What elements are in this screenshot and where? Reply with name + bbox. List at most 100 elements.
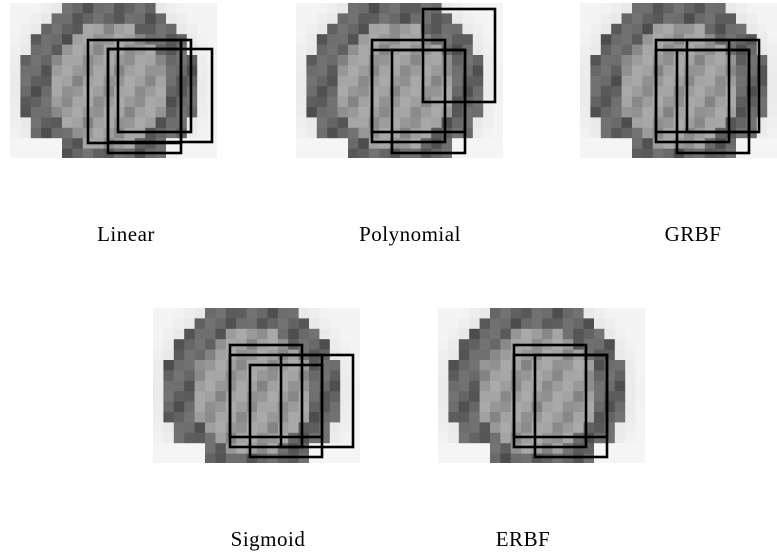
pixel <box>521 402 532 413</box>
pixel <box>459 350 470 361</box>
pixel <box>215 339 226 350</box>
pixel <box>642 65 653 76</box>
pixel <box>459 318 470 329</box>
pixel <box>511 454 522 463</box>
pixel <box>369 86 380 97</box>
pixel <box>573 318 584 329</box>
pixel <box>625 318 636 329</box>
pixel <box>319 329 330 340</box>
pixel <box>340 360 351 371</box>
pixel <box>299 308 310 319</box>
pixel <box>83 24 94 35</box>
pixel <box>153 318 164 329</box>
pixel <box>52 149 63 158</box>
pixel <box>563 308 574 319</box>
pixel <box>511 370 522 381</box>
pixel <box>632 107 643 118</box>
pixel <box>163 443 174 454</box>
pixel <box>197 107 208 118</box>
pixel <box>340 454 351 463</box>
pixel <box>642 45 653 56</box>
pixel <box>653 117 664 128</box>
pixel <box>379 55 390 66</box>
pixel <box>205 350 216 361</box>
pixel <box>296 24 307 35</box>
pixel <box>135 13 146 24</box>
pixel <box>459 370 470 381</box>
pixel <box>309 370 320 381</box>
pixel <box>452 65 463 76</box>
pixel <box>438 422 449 433</box>
pixel <box>176 3 187 14</box>
pixel <box>511 360 522 371</box>
pixel <box>358 86 369 97</box>
pixel <box>580 34 591 45</box>
pixel <box>494 128 503 139</box>
pixel <box>767 34 777 45</box>
pixel <box>483 76 494 87</box>
pixel <box>153 381 164 392</box>
pixel <box>124 3 135 14</box>
pixel <box>340 308 351 319</box>
pixel <box>469 381 480 392</box>
pixel <box>483 117 494 128</box>
pixel <box>309 381 320 392</box>
pixel <box>542 443 553 454</box>
pixel <box>205 433 216 444</box>
pixel <box>358 138 369 149</box>
pixel <box>31 34 42 45</box>
pixel <box>663 76 674 87</box>
pixel <box>674 107 685 118</box>
pixel <box>306 76 317 87</box>
pixel <box>601 55 612 66</box>
pixel <box>521 454 532 463</box>
pixel <box>41 97 52 108</box>
pixel <box>452 34 463 45</box>
pixel <box>663 24 674 35</box>
pixel <box>153 308 164 319</box>
pixel <box>511 318 522 329</box>
pixel <box>584 318 595 329</box>
pixel <box>184 308 195 319</box>
pixel <box>379 13 390 24</box>
pixel <box>215 329 226 340</box>
pixel <box>625 308 636 319</box>
pixel <box>694 97 705 108</box>
pixel <box>93 117 104 128</box>
caption: ERBF <box>423 527 623 552</box>
pixel <box>351 329 360 340</box>
pixel <box>247 391 258 402</box>
pixel <box>156 86 167 97</box>
pixel <box>615 443 626 454</box>
pixel <box>156 97 167 108</box>
face-image <box>153 308 360 463</box>
pixel <box>41 45 52 56</box>
pixel <box>379 76 390 87</box>
pixel <box>166 3 177 14</box>
pixel <box>31 117 42 128</box>
pixel <box>622 45 633 56</box>
pixel <box>622 76 633 87</box>
pixel <box>431 65 442 76</box>
pixel <box>10 3 21 14</box>
pixel <box>684 76 695 87</box>
pixel <box>573 370 584 381</box>
pixel <box>195 443 206 454</box>
pixel <box>327 3 338 14</box>
pixel <box>421 138 432 149</box>
pixel <box>473 76 484 87</box>
pixel <box>174 350 185 361</box>
pixel <box>611 65 622 76</box>
pixel <box>400 97 411 108</box>
pixel <box>480 329 491 340</box>
pixel <box>480 318 491 329</box>
pixel <box>52 128 63 139</box>
pixel <box>309 339 320 350</box>
pixel <box>483 138 494 149</box>
pixel <box>62 97 73 108</box>
pixel <box>480 454 491 463</box>
pixel <box>705 107 716 118</box>
pixel <box>52 13 63 24</box>
pixel <box>340 339 351 350</box>
pixel <box>601 45 612 56</box>
